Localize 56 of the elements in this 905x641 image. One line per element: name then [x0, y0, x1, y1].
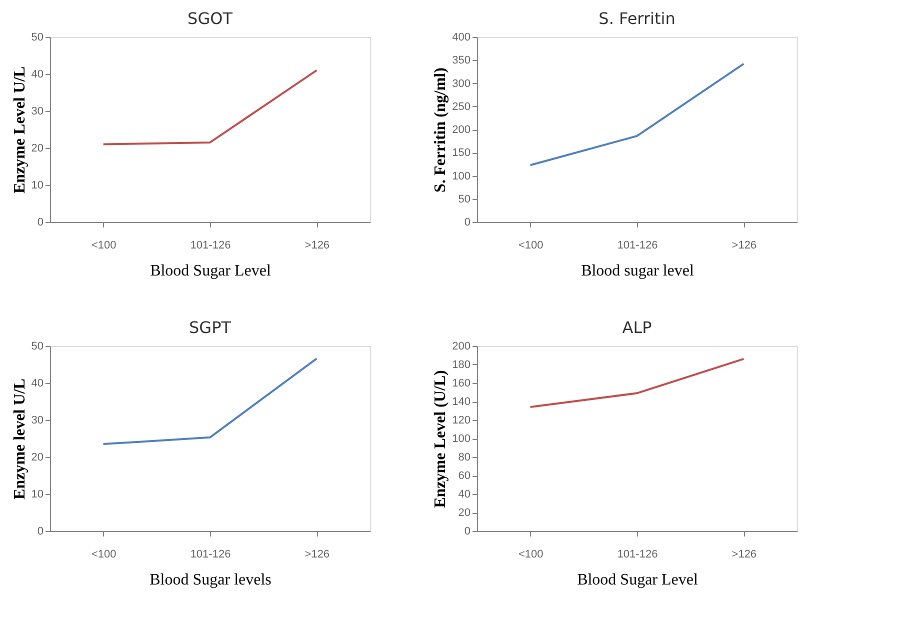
chart-title: ALP	[622, 318, 652, 337]
y-tick-label: 80	[458, 452, 470, 464]
chart-title: SGPT	[189, 318, 232, 337]
y-tick-label: 0	[37, 216, 44, 228]
y-tick-label: 120	[452, 414, 470, 426]
y-axis-title: Enzyme level U/L	[11, 378, 28, 500]
y-tick-label: 50	[31, 32, 44, 44]
y-tick-label: 0	[464, 526, 470, 538]
y-tick-label: 100	[452, 433, 470, 445]
chart-title: S. Ferritin	[598, 9, 676, 28]
y-tick-label: 50	[31, 340, 44, 352]
x-axis-title: Blood Sugar Level	[150, 262, 272, 280]
x-axis-title: Blood Sugar levels	[150, 572, 272, 588]
y-tick-label: 200	[452, 340, 470, 352]
x-tick-label: 101-126	[190, 240, 231, 252]
y-tick-label: 0	[464, 216, 470, 228]
x-tick-label: 101-126	[617, 240, 658, 252]
y-tick-label: 180	[452, 359, 470, 371]
x-tick-label: >126	[304, 548, 330, 560]
y-tick-label: 100	[452, 170, 470, 182]
y-tick-label: 20	[458, 507, 470, 519]
y-axis-title: S. Ferritin (ng/ml)	[432, 68, 450, 192]
x-axis-title: Blood sugar level	[581, 262, 694, 280]
y-tick-label: 30	[31, 414, 44, 426]
y-tick-label: 20	[31, 452, 44, 464]
x-tick-label: 101-126	[617, 548, 658, 560]
y-tick-label: 20	[31, 142, 44, 154]
x-axis-title: Blood Sugar Level	[577, 572, 698, 588]
x-tick-label: >126	[304, 240, 330, 252]
y-tick-label: 140	[452, 396, 470, 408]
y-tick-label: 200	[452, 124, 470, 136]
y-tick-label: 150	[452, 147, 470, 160]
y-tick-label: 60	[458, 470, 470, 482]
y-tick-label: 50	[458, 193, 470, 206]
x-tick-label: >126	[732, 240, 757, 252]
y-tick-label: 400	[452, 32, 470, 44]
y-axis-title: Enzyme Level (U/L)	[432, 370, 450, 508]
y-tick-label: 10	[31, 488, 44, 500]
chart-title: SGOT	[188, 9, 233, 28]
x-tick-label: <100	[91, 548, 116, 560]
x-tick-label: <100	[518, 240, 544, 252]
y-tick-label: 40	[31, 68, 44, 80]
y-tick-label: 350	[452, 54, 470, 67]
y-axis-title: Enzyme Level U/L	[11, 66, 28, 194]
y-tick-label: 0	[37, 526, 44, 538]
x-tick-label: <100	[518, 548, 544, 560]
x-tick-label: 101-126	[190, 548, 231, 560]
x-tick-label: >126	[732, 548, 757, 560]
y-tick-label: 250	[452, 100, 470, 113]
x-tick-label: <100	[91, 240, 116, 252]
y-tick-label: 160	[452, 378, 470, 390]
y-tick-label: 30	[31, 106, 44, 118]
y-tick-label: 300	[452, 78, 470, 90]
y-tick-label: 40	[31, 378, 44, 390]
y-tick-label: 40	[458, 488, 470, 500]
y-tick-label: 10	[31, 180, 44, 192]
